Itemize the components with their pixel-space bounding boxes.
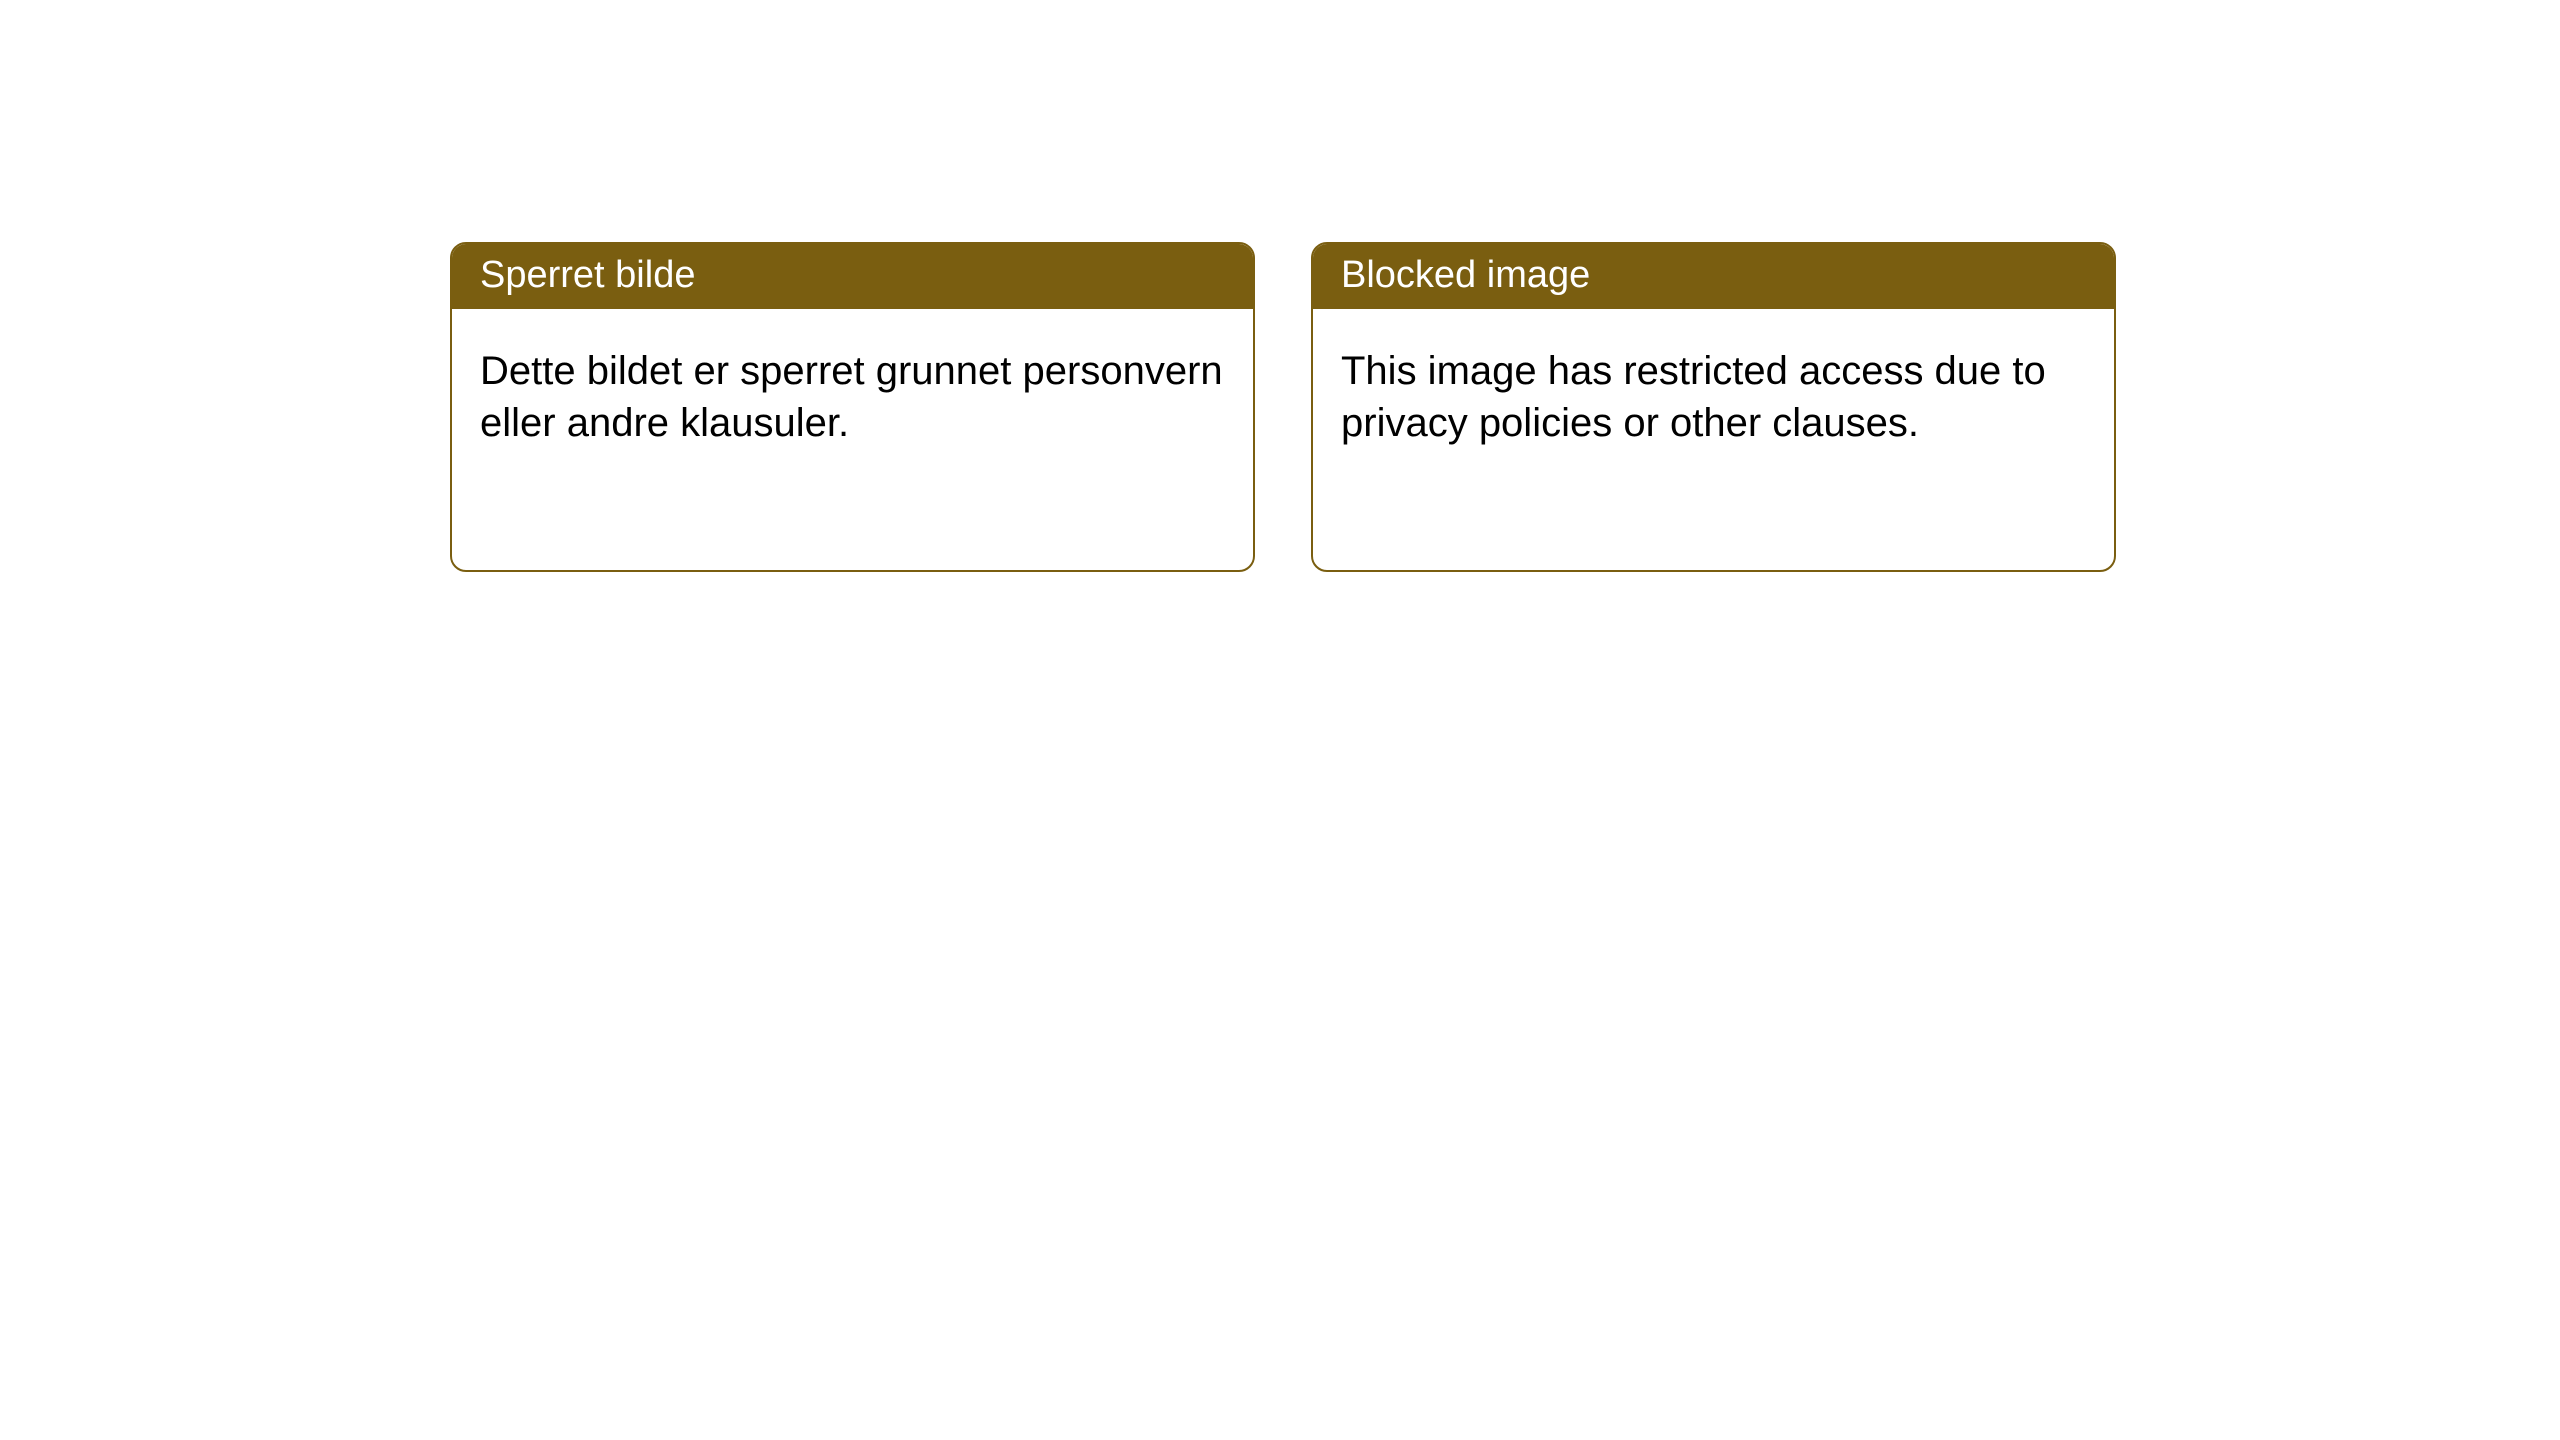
notice-container: Sperret bilde Dette bildet er sperret gr… xyxy=(0,0,2560,572)
notice-box-en: Blocked image This image has restricted … xyxy=(1311,242,2116,572)
notice-header-no: Sperret bilde xyxy=(452,244,1253,309)
notice-header-en: Blocked image xyxy=(1313,244,2114,309)
notice-box-no: Sperret bilde Dette bildet er sperret gr… xyxy=(450,242,1255,572)
notice-body-en: This image has restricted access due to … xyxy=(1313,309,2114,485)
notice-body-no: Dette bildet er sperret grunnet personve… xyxy=(452,309,1253,485)
